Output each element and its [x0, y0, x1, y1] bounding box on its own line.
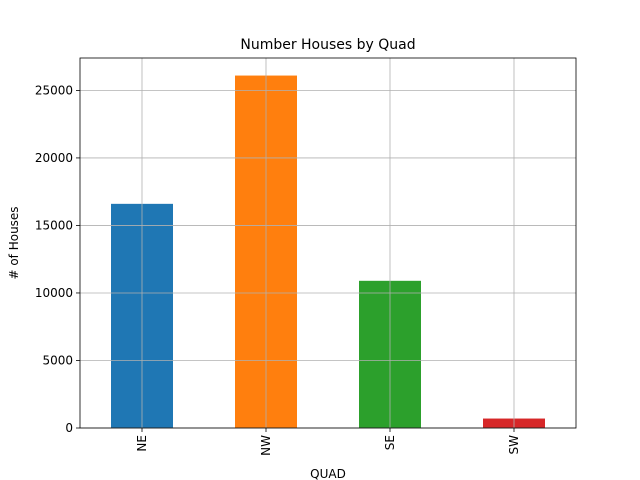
x-tick-label-ne: NE	[135, 435, 149, 452]
y-tick-label: 0	[65, 421, 73, 435]
y-tick-label: 10000	[35, 286, 73, 300]
y-tick-label: 15000	[35, 218, 73, 232]
x-axis-ticks: NE NW SE SW	[135, 428, 521, 456]
plot-frame	[79, 57, 577, 429]
x-axis-label: QUAD	[310, 467, 346, 480]
x-tick-label-se: SE	[383, 435, 397, 450]
y-axis-ticks: 0 5000 10000 15000 20000 25000	[35, 83, 80, 435]
y-axis-label: # of Houses	[7, 206, 21, 279]
x-tick-label-sw: SW	[507, 435, 521, 455]
y-tick-label: 5000	[42, 353, 73, 367]
y-tick-label: 20000	[35, 151, 73, 165]
y-tick-label: 25000	[35, 83, 73, 97]
x-tick-label-nw: NW	[259, 435, 273, 456]
chart-title: Number Houses by Quad	[240, 37, 415, 53]
